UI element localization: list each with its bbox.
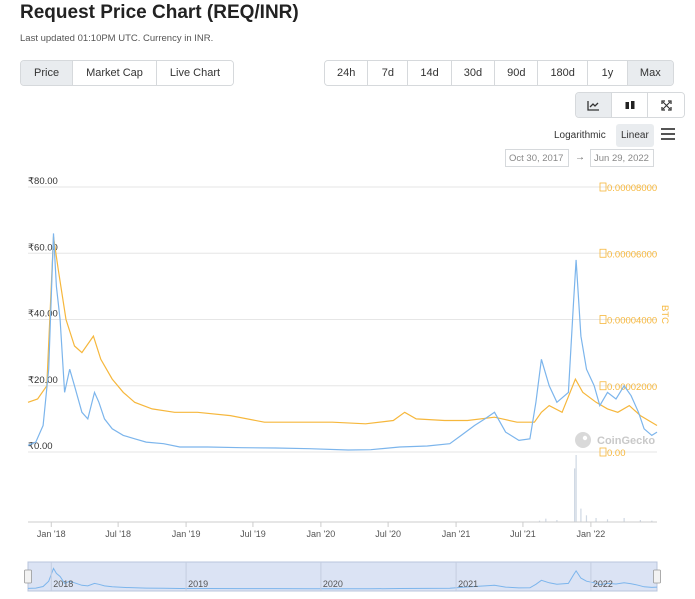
line-chart-icon <box>587 100 599 111</box>
volume-bar <box>595 517 597 522</box>
range-90d-button[interactable]: 90d <box>495 61 539 85</box>
volume-bar <box>556 519 558 522</box>
x-axis-tick-label: Jul '20 <box>375 529 401 539</box>
y-axis-tick-label-right: 0.00006000 <box>607 249 657 260</box>
coingecko-logo-icon <box>575 432 591 448</box>
y-axis-tick-label-right: 0.00008000 <box>607 183 657 194</box>
y-axis-tick-label-right: 0.00004000 <box>607 316 657 327</box>
y-axis-tick-label-left: ₹0.00 <box>28 441 53 452</box>
coingecko-watermark: CoinGecko <box>575 432 655 448</box>
x-axis-tick-label: Jan '20 <box>307 529 336 539</box>
scale-linear-button[interactable]: Linear <box>616 124 654 147</box>
navigator-year-label: 2020 <box>323 579 343 589</box>
tab-price[interactable]: Price <box>21 61 74 85</box>
range-7d-button[interactable]: 7d <box>368 61 409 85</box>
candlestick-icon <box>625 100 634 109</box>
navigator-year-label: 2021 <box>458 579 478 589</box>
volume-bar <box>651 520 653 522</box>
y-axis-tick-label-left: ₹60.00 <box>28 242 58 253</box>
y-axis-tick-label-right: 0.00 <box>607 448 626 459</box>
tab-market-cap[interactable]: Market Cap <box>73 61 157 85</box>
y-axis-tick-label-left: ₹20.00 <box>28 375 58 386</box>
btc-tick-marker <box>599 248 607 258</box>
scale-logarithmic-button[interactable]: Logarithmic <box>554 130 606 141</box>
y-axis-label-right: BTC <box>659 305 670 324</box>
hamburger-menu-icon[interactable] <box>661 128 675 143</box>
tab-live-chart[interactable]: Live Chart <box>156 61 234 85</box>
range-14d-button[interactable]: 14d <box>408 61 452 85</box>
x-axis-tick-label: Jul '18 <box>105 529 131 539</box>
page-title: Request Price Chart (REQ/INR) <box>20 2 299 23</box>
x-axis-tick-label: Jan '18 <box>37 529 66 539</box>
navigator-right-handle <box>653 569 661 584</box>
y-axis-tick-label-left: ₹40.00 <box>28 309 58 320</box>
x-axis-tick-label: Jan '21 <box>442 529 471 539</box>
volume-bar <box>545 518 547 522</box>
fullscreen-button[interactable] <box>648 93 684 117</box>
range-30d-button[interactable]: 30d <box>451 61 496 85</box>
volume-bar <box>623 517 625 522</box>
volume-bar <box>580 508 582 522</box>
x-axis-tick-label: Jan '19 <box>172 529 201 539</box>
x-axis-tick-label: Jan '22 <box>577 529 606 539</box>
volume-bar <box>574 468 576 522</box>
navigator-left-handle <box>24 569 32 584</box>
last-updated-text: Last updated 01:10PM UTC. Currency in IN… <box>20 33 214 44</box>
series-line-btc <box>27 236 658 427</box>
btc-tick-marker <box>599 182 607 192</box>
x-axis-tick-label: Jul '21 <box>510 529 536 539</box>
time-range-group: 24h 7d 14d 30d 90d 180d 1y Max <box>324 60 674 86</box>
series-line-inr <box>27 233 658 451</box>
btc-tick-marker <box>599 447 607 457</box>
navigator-year-label: 2018 <box>53 579 73 589</box>
navigator-series-line <box>27 567 658 590</box>
volume-bar <box>639 519 641 522</box>
coingecko-watermark-text: CoinGecko <box>597 435 655 447</box>
y-axis-tick-label-left: ₹80.00 <box>28 176 58 187</box>
btc-tick-marker <box>599 315 607 324</box>
range-navigator <box>27 561 658 592</box>
range-24h-button[interactable]: 24h <box>325 61 369 85</box>
price-chart[interactable]: ₹0.00 ₹20.00 ₹40.00 ₹60.00 ₹80.00 0.00 0.00002… <box>0 170 695 599</box>
x-axis-tick-label: Jul '19 <box>240 529 266 539</box>
navigator-year-label: 2019 <box>188 579 208 589</box>
date-from-input[interactable]: Oct 30, 2017 <box>505 149 569 167</box>
metric-tab-group: Price Market Cap Live Chart <box>20 60 235 86</box>
fullscreen-icon <box>660 99 672 111</box>
volume-bar <box>585 515 588 522</box>
volume-bar <box>575 455 577 522</box>
line-chart-button[interactable] <box>576 93 612 117</box>
range-max-button[interactable]: Max <box>627 61 673 85</box>
range-180d-button[interactable]: 180d <box>538 61 588 85</box>
navigator-year-label: 2022 <box>593 579 613 589</box>
candlestick-button[interactable] <box>612 93 648 117</box>
chart-view-group <box>575 92 685 118</box>
date-to-input[interactable]: Jun 29, 2022 <box>590 149 654 167</box>
volume-bar <box>606 519 609 522</box>
y-axis-tick-label-right: 0.00002000 <box>607 382 657 393</box>
range-1y-button[interactable]: 1y <box>587 61 628 85</box>
btc-tick-marker <box>599 381 607 391</box>
date-range-arrow: → <box>575 152 585 163</box>
volume-bar <box>538 520 541 522</box>
